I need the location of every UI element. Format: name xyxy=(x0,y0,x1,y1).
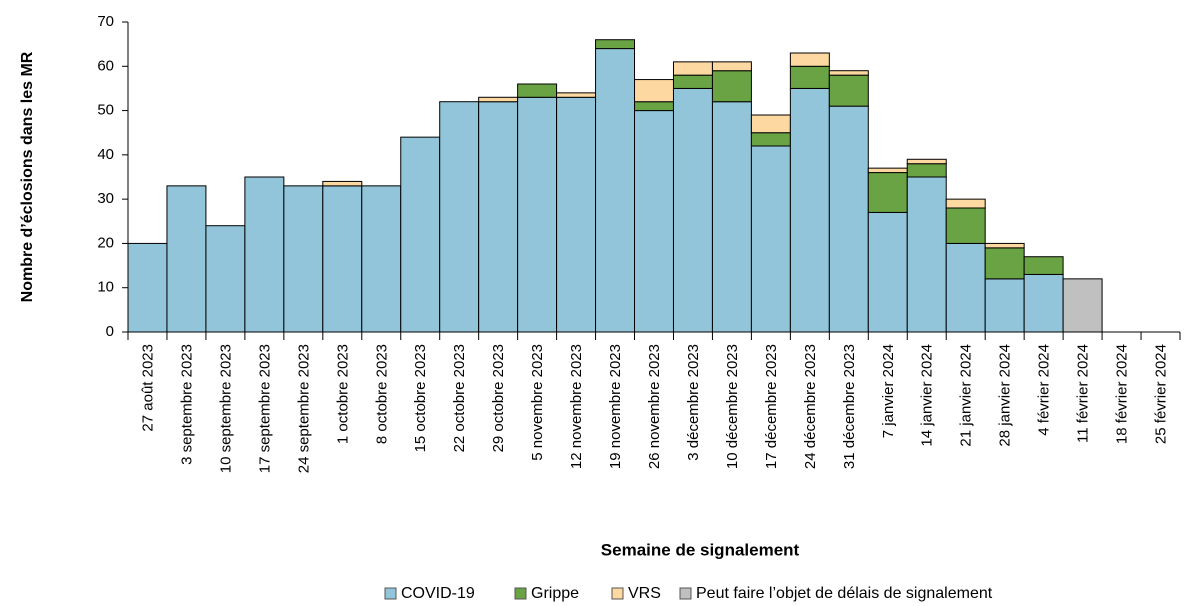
legend-swatch xyxy=(611,587,624,600)
bar-segment xyxy=(322,180,363,187)
bar-segment xyxy=(750,132,791,147)
bar-segment xyxy=(205,225,246,333)
y-tick-label: 60 xyxy=(97,57,114,74)
x-tick-label: 14 janvier 2024 xyxy=(919,344,936,447)
bar-segment xyxy=(789,65,830,89)
legend-label: VRS xyxy=(628,585,661,602)
bar-segment xyxy=(711,61,752,72)
x-tick-label: 7 janvier 2024 xyxy=(880,344,897,438)
bar-segment xyxy=(634,110,674,333)
bar-segment xyxy=(672,87,713,333)
x-tick-label: 3 septembre 2023 xyxy=(178,344,195,465)
bar-segment xyxy=(439,101,480,333)
x-tick-label: 4 février 2024 xyxy=(1036,344,1053,436)
bar-segment xyxy=(595,39,636,50)
bar-segment xyxy=(634,79,674,103)
x-axis-label: Semaine de signalement xyxy=(601,540,800,559)
bar-segment xyxy=(984,242,1025,249)
bar-segment xyxy=(595,48,636,333)
legend-swatch xyxy=(384,587,397,600)
bar-segment xyxy=(672,61,713,76)
y-tick-label: 10 xyxy=(97,279,114,296)
bar-segment xyxy=(828,74,869,107)
x-tick-label: 24 décembre 2023 xyxy=(802,344,819,469)
x-tick-label: 3 décembre 2023 xyxy=(685,344,702,461)
bar-segment xyxy=(828,70,869,76)
bar-segment xyxy=(906,176,947,333)
bar-segment xyxy=(361,185,402,333)
bar-segment xyxy=(945,207,986,244)
bar-segment xyxy=(166,185,207,333)
y-tick-label: 20 xyxy=(97,234,114,251)
x-tick-label: 5 novembre 2023 xyxy=(529,344,546,461)
legend-swatch xyxy=(679,587,692,600)
x-tick-label: 12 novembre 2023 xyxy=(568,344,585,469)
x-tick-label: 25 février 2024 xyxy=(1153,344,1170,444)
x-tick-label: 28 janvier 2024 xyxy=(997,344,1014,447)
legend-label: COVID-19 xyxy=(401,585,475,602)
bar-segment xyxy=(556,92,597,98)
bar-segment xyxy=(556,96,597,333)
bar-segment xyxy=(867,211,908,333)
x-tick-label: 29 octobre 2023 xyxy=(490,344,507,452)
legend-swatch xyxy=(514,587,527,600)
bar-segment xyxy=(750,114,791,134)
x-tick-label: 17 décembre 2023 xyxy=(763,344,780,469)
bar-segment xyxy=(789,52,830,67)
bar-segment xyxy=(867,172,908,213)
y-axis-label: Nombre d’éclosions dans les MR xyxy=(19,51,36,302)
bar-segment xyxy=(984,247,1025,280)
bar-segment xyxy=(789,87,830,333)
bar-segment xyxy=(127,242,168,333)
x-tick-label: 8 octobre 2023 xyxy=(373,344,390,444)
x-tick-label: 10 décembre 2023 xyxy=(724,344,741,469)
x-tick-label: 15 octobre 2023 xyxy=(412,344,429,452)
x-tick-label: 27 août 2023 xyxy=(139,344,156,432)
x-tick-label: 18 février 2024 xyxy=(1114,344,1131,444)
bar-segment xyxy=(400,136,441,333)
x-tick-label: 24 septembre 2023 xyxy=(295,344,312,473)
x-tick-label: 31 décembre 2023 xyxy=(841,344,858,469)
bar-segment xyxy=(478,101,519,333)
y-tick-label: 30 xyxy=(97,190,114,207)
bar-segment xyxy=(945,242,986,333)
bar-segment xyxy=(906,163,947,178)
legend-label: Peut faire l’objet de délais de signalem… xyxy=(696,585,993,602)
bar-segment xyxy=(244,176,285,333)
bar-segment xyxy=(517,96,558,333)
bar-segment xyxy=(984,278,1025,333)
x-tick-label: 1 octobre 2023 xyxy=(334,344,351,444)
x-tick-label: 22 octobre 2023 xyxy=(451,344,468,452)
x-tick-label: 11 février 2024 xyxy=(1075,344,1092,443)
bar-segment xyxy=(711,101,752,333)
x-tick-label: 10 septembre 2023 xyxy=(217,344,234,473)
bar-segment xyxy=(750,145,791,333)
bar-segment xyxy=(1023,273,1064,333)
x-tick-label: 17 septembre 2023 xyxy=(256,344,273,473)
bar-segment xyxy=(478,96,519,103)
bar-segment xyxy=(906,158,947,165)
bar-segment xyxy=(283,185,324,333)
bar-segment xyxy=(1062,278,1103,333)
x-tick-label: 19 novembre 2023 xyxy=(607,344,624,469)
bar-segment xyxy=(672,74,713,89)
y-tick-label: 0 xyxy=(106,323,114,340)
y-tick-label: 70 xyxy=(97,13,114,30)
y-tick-label: 40 xyxy=(97,146,114,163)
y-tick-label: 50 xyxy=(97,102,114,119)
bar-segment xyxy=(517,83,558,98)
bar-segment xyxy=(945,198,986,209)
x-tick-label: 21 janvier 2024 xyxy=(958,344,975,447)
legend-label: Grippe xyxy=(531,585,579,602)
bar-segment xyxy=(322,185,363,333)
bar-segment xyxy=(711,70,752,103)
bar-segment xyxy=(867,167,908,174)
bar-segment xyxy=(1023,256,1064,275)
bar-segment xyxy=(634,101,674,112)
x-tick-label: 26 novembre 2023 xyxy=(646,344,663,469)
bar-segment xyxy=(828,105,869,333)
